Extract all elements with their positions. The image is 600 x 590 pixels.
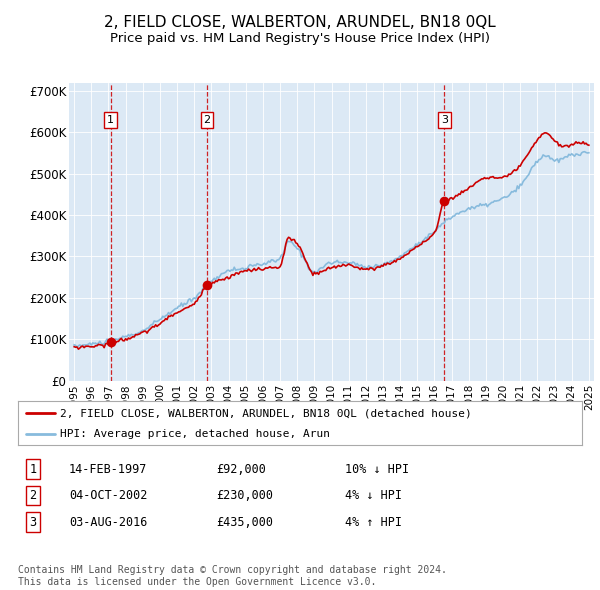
Text: 04-OCT-2002: 04-OCT-2002 [69, 489, 148, 502]
Text: 4% ↑ HPI: 4% ↑ HPI [345, 516, 402, 529]
Text: £92,000: £92,000 [216, 463, 266, 476]
Text: £230,000: £230,000 [216, 489, 273, 502]
Text: 2: 2 [203, 115, 211, 125]
Text: 1: 1 [29, 463, 37, 476]
Text: 3: 3 [441, 115, 448, 125]
Text: 2: 2 [29, 489, 37, 502]
Text: Price paid vs. HM Land Registry's House Price Index (HPI): Price paid vs. HM Land Registry's House … [110, 32, 490, 45]
Text: 14-FEB-1997: 14-FEB-1997 [69, 463, 148, 476]
Text: Contains HM Land Registry data © Crown copyright and database right 2024.
This d: Contains HM Land Registry data © Crown c… [18, 565, 447, 587]
Text: 03-AUG-2016: 03-AUG-2016 [69, 516, 148, 529]
Text: 3: 3 [29, 516, 37, 529]
Text: 2, FIELD CLOSE, WALBERTON, ARUNDEL, BN18 0QL: 2, FIELD CLOSE, WALBERTON, ARUNDEL, BN18… [104, 15, 496, 30]
Text: 1: 1 [107, 115, 114, 125]
Text: HPI: Average price, detached house, Arun: HPI: Average price, detached house, Arun [60, 428, 331, 438]
Text: 10% ↓ HPI: 10% ↓ HPI [345, 463, 409, 476]
Text: 4% ↓ HPI: 4% ↓ HPI [345, 489, 402, 502]
Text: 2, FIELD CLOSE, WALBERTON, ARUNDEL, BN18 0QL (detached house): 2, FIELD CLOSE, WALBERTON, ARUNDEL, BN18… [60, 408, 472, 418]
Text: £435,000: £435,000 [216, 516, 273, 529]
